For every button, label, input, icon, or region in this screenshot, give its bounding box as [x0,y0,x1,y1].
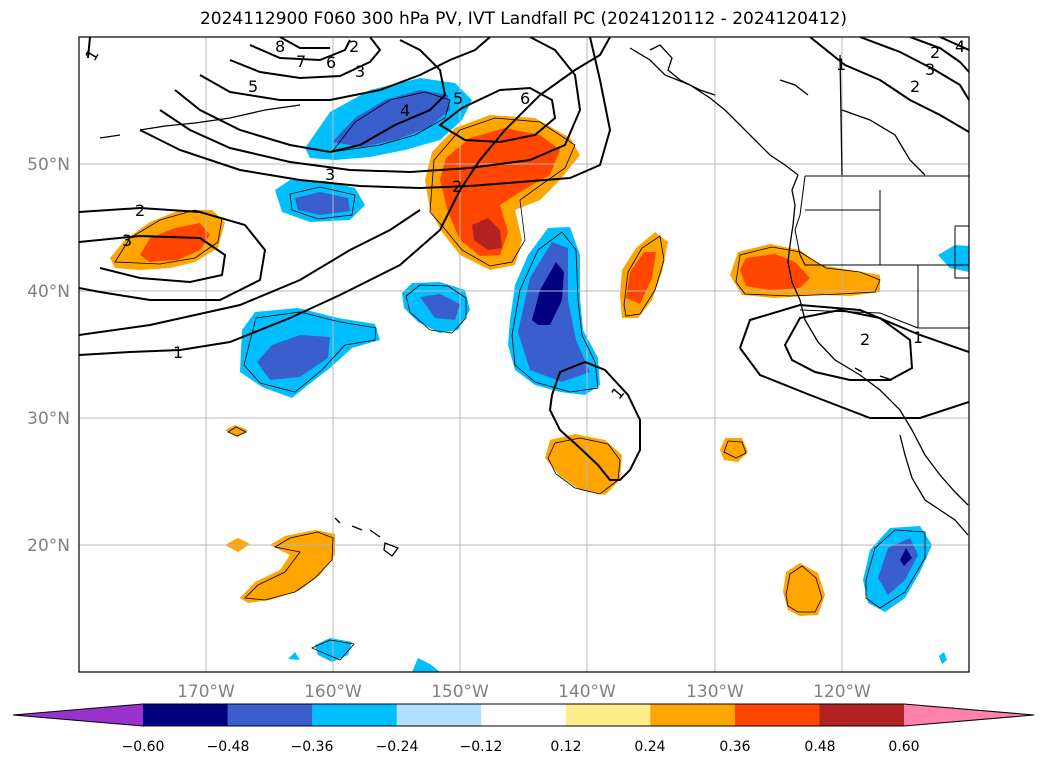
colorbar-tick-label: 0.24 [634,739,665,755]
blob-hawaii-positive [240,530,335,603]
longitude-labels: 170°W 160°W 150°W 140°W 130°W 120°W [177,682,871,702]
contour-1-main [79,37,611,356]
contour-label: 1 [81,46,103,64]
colorbar-segment [734,704,820,726]
contour-label: 2 [910,77,920,96]
contour-label: 2 [135,201,145,220]
contour-label: 5 [453,89,463,108]
lat-label-40n: 40°N [27,282,70,302]
contour-label: 1 [607,383,628,403]
colorbar-tick-label: −0.60 [122,739,165,755]
colorbar-segment [481,704,567,726]
contour-label: 3 [355,62,365,81]
colorbar-segment [396,704,482,726]
contour-label: 2 [452,177,462,196]
colorbar-tick-label: 0.60 [888,739,919,755]
contour-label: 4 [400,101,410,120]
contour-label: 8 [275,37,285,56]
contour-label: 3 [325,165,335,184]
colorbar-tick-label: −0.36 [291,739,334,755]
colorbar-tick-label: 0.12 [550,739,581,755]
colorbar-tick-label: −0.48 [207,739,250,755]
colorbar-tick-label: 0.36 [719,739,750,755]
contour-3-west [79,234,227,284]
colorbar-segment [565,704,651,726]
contour-label: 4 [955,37,965,56]
contour-2-california [783,308,914,381]
colorbar-segment [650,704,736,726]
positive-anomaly-shading [110,115,880,616]
contour-5 [199,37,491,101]
political-borders [794,175,969,329]
contour-6 [438,86,557,144]
contour-label: 1 [173,343,183,362]
contour-label: 6 [326,53,336,72]
colorbar-tick-label: −0.24 [376,739,419,755]
blob-baja-positive [783,563,825,616]
plot-frame [78,36,970,673]
contour-label: 1 [836,55,846,74]
lon-label-160w: 160°W [304,682,362,702]
anomaly-outlines [114,91,926,661]
contour-label: 7 [296,52,306,71]
colorbar-segment [819,704,905,726]
colorbar-tick-labels: −0.60 −0.48 −0.36 −0.24 −0.12 0.12 0.24 … [122,739,920,755]
coastlines [99,44,969,557]
contour-label: 2 [930,43,940,62]
colorbar-segment [143,704,229,726]
colorbar-segment [312,704,398,726]
lon-label-130w: 130°W [686,682,744,702]
contour-label: 3 [925,60,935,79]
graticule [79,37,969,672]
lon-label-120w: 120°W [813,682,871,702]
contour-label: 1 [913,328,923,347]
colorbar-segment [227,704,313,726]
lat-label-20n: 20°N [27,536,70,556]
contour-label: 5 [248,77,258,96]
contour-2-west [79,206,267,301]
blob-coast-negative [938,245,969,272]
contour-2-north [139,37,612,190]
colorbar-extend-low [13,704,143,726]
contour-3-north [159,37,582,174]
map-title: 2024112900 F060 300 hPa PV, IVT Landfall… [199,9,847,29]
contour-1-cutoff [548,360,641,481]
lon-label-140w: 140°W [558,682,616,702]
colorbar [12,703,1035,727]
colorbar-outline [12,703,1035,727]
colorbar-tick-label: −0.12 [460,739,503,755]
contour-1-california [739,303,969,353]
blob-south-positive [545,434,622,495]
latitude-labels: 20°N 30°N 40°N 50°N [27,155,70,556]
contour-label: 2 [349,37,359,56]
lon-label-170w: 170°W [177,682,235,702]
pv-contours [79,37,969,481]
contour-label: 3 [122,231,132,250]
colorbar-tick-label: 0.48 [804,739,835,755]
lon-label-150w: 150°W [431,682,489,702]
contour-label: 2 [860,330,870,349]
lat-label-50n: 50°N [27,155,70,175]
lat-label-30n: 30°N [27,409,70,429]
colorbar-extend-high [904,704,1034,726]
contour-label: 6 [520,89,530,108]
